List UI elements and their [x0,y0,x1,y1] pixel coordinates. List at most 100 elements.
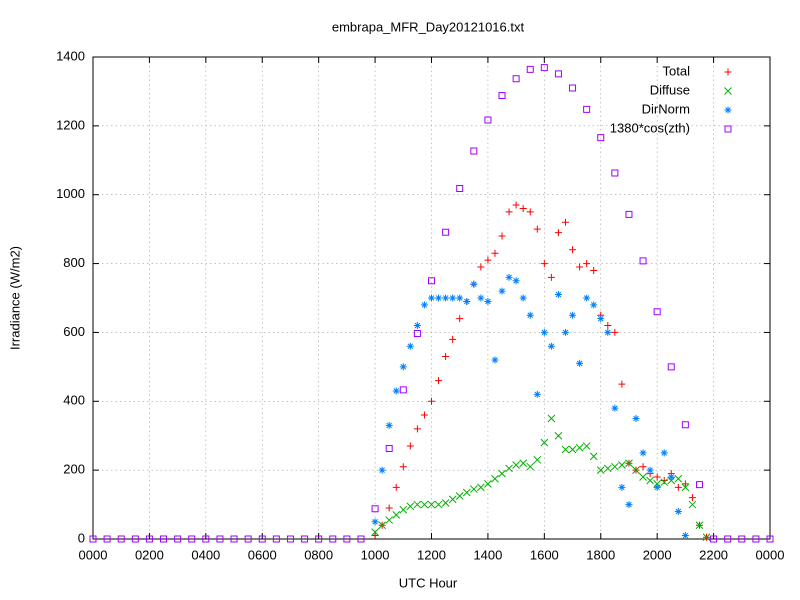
data-point [569,246,577,254]
y-tick-label: 1200 [56,117,85,132]
data-point [441,498,450,507]
data-point [646,476,654,485]
data-point [519,294,527,302]
legend-marker [724,125,732,133]
x-tick-label: 2200 [699,547,728,562]
data-point [568,445,577,454]
data-point [477,294,485,302]
x-tick-label: 1200 [417,547,446,562]
data-point [660,449,668,457]
data-point [428,397,435,405]
data-point [371,532,379,540]
data-point [449,335,457,343]
data-point [343,535,351,543]
data-point [131,535,139,543]
data-point [533,390,541,398]
data-point [491,249,499,257]
data-point [484,116,492,124]
data-point [392,387,400,395]
data-point [589,452,598,461]
data-point [766,535,774,543]
data-point [653,483,661,491]
data-point [575,443,584,452]
data-point [498,469,506,478]
data-point [442,294,450,302]
data-point [427,500,436,509]
y-tick-label: 800 [63,255,85,270]
data-point [357,535,365,543]
legend-marker [724,87,732,95]
data-point [695,481,703,489]
data-point [625,210,633,218]
data-point [244,535,252,543]
data-point [604,322,612,330]
data-point [371,518,379,526]
x-tick-label: 2000 [643,547,672,562]
y-tick-label: 0 [78,530,85,545]
data-point [667,363,675,371]
data-point [435,377,443,385]
data-point [576,359,584,367]
plot-frame [92,56,771,540]
data-point [590,266,598,274]
x-tick-label: 0200 [135,547,164,562]
data-point [420,500,429,509]
data-point [378,466,386,474]
data-point [160,535,168,543]
data-point [611,404,619,412]
x-tick-label: 1800 [586,547,615,562]
data-point [554,70,562,78]
data-point [646,466,654,474]
data-point [145,535,153,543]
data-point [653,308,661,316]
data-point [406,442,414,450]
data-point [526,208,534,216]
data-point [519,204,527,212]
data-point [505,208,513,216]
data-point [519,459,528,468]
legend-label: DirNorm [642,101,690,116]
y-tick-label: 200 [63,462,85,477]
data-point [378,521,386,530]
data-point [491,474,499,483]
data-point [202,535,210,543]
data-point [569,311,577,319]
data-point [660,476,668,484]
legend-marker [724,106,732,114]
data-point [406,342,414,350]
data-point [688,500,697,509]
data-point [674,483,682,491]
data-point [392,511,401,519]
y-axis-label: Irradiance (W/m2) [7,246,22,350]
data-point [597,315,605,323]
data-point [710,535,718,543]
x-tick-label: 0800 [304,547,333,562]
x-tick-label: 1600 [530,547,559,562]
data-point [603,464,612,473]
data-point [639,449,647,457]
data-point [674,474,683,483]
data-point [385,504,393,512]
data-point [498,92,506,100]
data-point [554,229,562,237]
data-point [392,483,400,491]
data-point [547,414,556,423]
data-point [660,478,669,487]
data-point [596,466,605,474]
data-point [611,169,619,177]
data-point [456,294,464,302]
data-point [117,535,125,543]
data-point [413,322,421,330]
data-point [491,356,499,364]
data-point [618,380,626,388]
data-point [216,535,224,543]
data-point [456,315,464,323]
data-point [582,442,591,450]
data-point [625,459,633,468]
data-point [435,294,443,302]
data-point [512,461,520,469]
data-point [498,232,506,240]
data-point [569,84,577,92]
data-point [449,294,457,302]
data-point [604,328,612,336]
